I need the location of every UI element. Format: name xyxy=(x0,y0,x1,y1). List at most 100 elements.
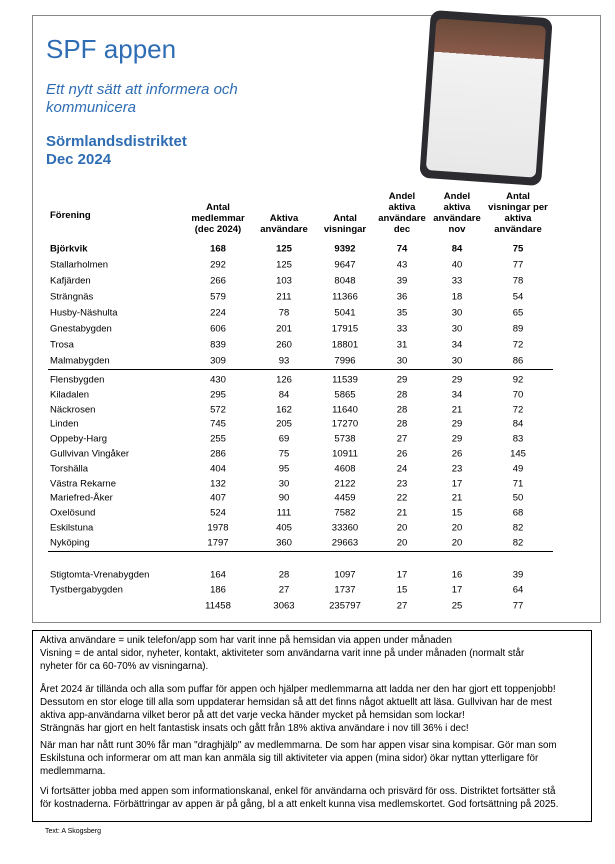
cell: 11640 xyxy=(332,404,358,416)
row-name: Björkvik xyxy=(50,243,88,255)
cell: 266 xyxy=(210,275,226,287)
cell: 82 xyxy=(512,522,524,534)
cell: 35 xyxy=(396,307,408,319)
cell: 26 xyxy=(396,448,408,460)
cell: 27 xyxy=(278,584,290,596)
cell: 22 xyxy=(396,492,408,504)
cell: 15 xyxy=(396,584,408,596)
cell: 11539 xyxy=(332,374,358,386)
total: 3063 xyxy=(273,600,295,612)
cell: 43 xyxy=(396,259,408,271)
note-line: Vi fortsätter jobba med appen som inform… xyxy=(40,786,556,797)
row-name: Eskilstuna xyxy=(50,522,94,534)
cell: 579 xyxy=(210,291,226,303)
cell: 103 xyxy=(276,275,292,287)
row-name: Stallarholmen xyxy=(50,259,109,271)
cell: 82 xyxy=(512,537,524,549)
column-header: Antal visningar per aktiva användare xyxy=(488,191,548,235)
cell: 23 xyxy=(451,463,463,475)
cell: 50 xyxy=(512,492,524,504)
row-name: Husby-Näshulta xyxy=(50,307,118,319)
cell: 260 xyxy=(276,339,292,351)
cell: 33 xyxy=(396,323,408,335)
cell: 95 xyxy=(278,463,290,475)
cell: 24 xyxy=(396,463,408,475)
row-name: Oxelösund xyxy=(50,507,96,519)
cell: 69 xyxy=(278,433,290,445)
row-name: Tystbergabygden xyxy=(50,584,123,596)
cell: 29 xyxy=(451,433,463,445)
frame xyxy=(32,15,601,623)
cell: 125 xyxy=(276,259,292,271)
cell: 21 xyxy=(451,492,463,504)
cell: 30 xyxy=(278,478,290,490)
cell: 18 xyxy=(451,291,463,303)
cell: 54 xyxy=(512,291,524,303)
cell: 1737 xyxy=(334,584,356,596)
cell: 29663 xyxy=(331,537,359,549)
cell: 7996 xyxy=(334,355,356,367)
cell: 839 xyxy=(210,339,226,351)
cell: 360 xyxy=(276,537,292,549)
cell: 10911 xyxy=(332,448,358,460)
cell: 83 xyxy=(512,433,524,445)
cell: 4608 xyxy=(334,463,356,475)
cell: 20 xyxy=(451,537,463,549)
phone-screen xyxy=(425,18,547,178)
column-header: Antal visningar xyxy=(323,213,367,235)
cell: 77 xyxy=(512,259,524,271)
subtitle: Ett nytt sätt att informera och xyxy=(46,81,238,98)
row-name: Flensbygden xyxy=(50,374,105,386)
cell: 201 xyxy=(276,323,292,335)
cell: 84 xyxy=(451,243,463,255)
total: 11458 xyxy=(205,600,231,612)
cell: 93 xyxy=(278,355,290,367)
cell: 205 xyxy=(276,418,292,430)
cell: 31 xyxy=(396,339,408,351)
cell: 30 xyxy=(451,323,463,335)
cell: 89 xyxy=(512,323,524,335)
cell: 404 xyxy=(210,463,226,475)
cell: 28 xyxy=(396,404,408,416)
row-name: Mariefred-Åker xyxy=(50,492,113,504)
cell: 211 xyxy=(276,291,292,303)
note-line: Året 2024 är tillända och alla som puffa… xyxy=(40,684,556,695)
cell: 30 xyxy=(396,355,408,367)
cell: 28 xyxy=(396,389,408,401)
cell: 8048 xyxy=(334,275,356,287)
cell: 68 xyxy=(512,507,524,519)
cell: 72 xyxy=(512,404,524,416)
cell: 125 xyxy=(276,243,292,255)
row-name: Malmabygden xyxy=(50,355,110,367)
cell: 29 xyxy=(451,418,463,430)
cell: 164 xyxy=(210,569,226,581)
cell: 145 xyxy=(510,448,526,460)
row-name: Linden xyxy=(50,418,79,430)
cell: 17 xyxy=(451,478,463,490)
title: SPF appen xyxy=(46,34,177,64)
row-name: Näckrosen xyxy=(50,404,96,416)
cell: 606 xyxy=(210,323,226,335)
row-name: Gnestabygden xyxy=(50,323,112,335)
note-line: medlemmarna. xyxy=(40,766,106,777)
row-name: Västra Rekarne xyxy=(50,478,117,490)
total: 77 xyxy=(512,600,524,612)
phone-image xyxy=(419,9,553,187)
cell: 5865 xyxy=(334,389,356,401)
cell: 255 xyxy=(210,433,226,445)
cell: 28 xyxy=(396,418,408,430)
row-name: Torshälla xyxy=(50,463,89,475)
cell: 84 xyxy=(278,389,290,401)
cell: 17915 xyxy=(331,323,359,335)
cell: 1797 xyxy=(207,537,229,549)
column-header: Aktiva användare xyxy=(260,213,308,235)
cell: 111 xyxy=(276,507,292,519)
district: Sörmlandsdistriktet xyxy=(46,133,187,150)
row-name: Kafjärden xyxy=(50,275,91,287)
cell: 75 xyxy=(278,448,290,460)
cell: 49 xyxy=(512,463,524,475)
cell: 86 xyxy=(512,355,524,367)
cell: 7582 xyxy=(334,507,356,519)
cell: 90 xyxy=(278,492,290,504)
